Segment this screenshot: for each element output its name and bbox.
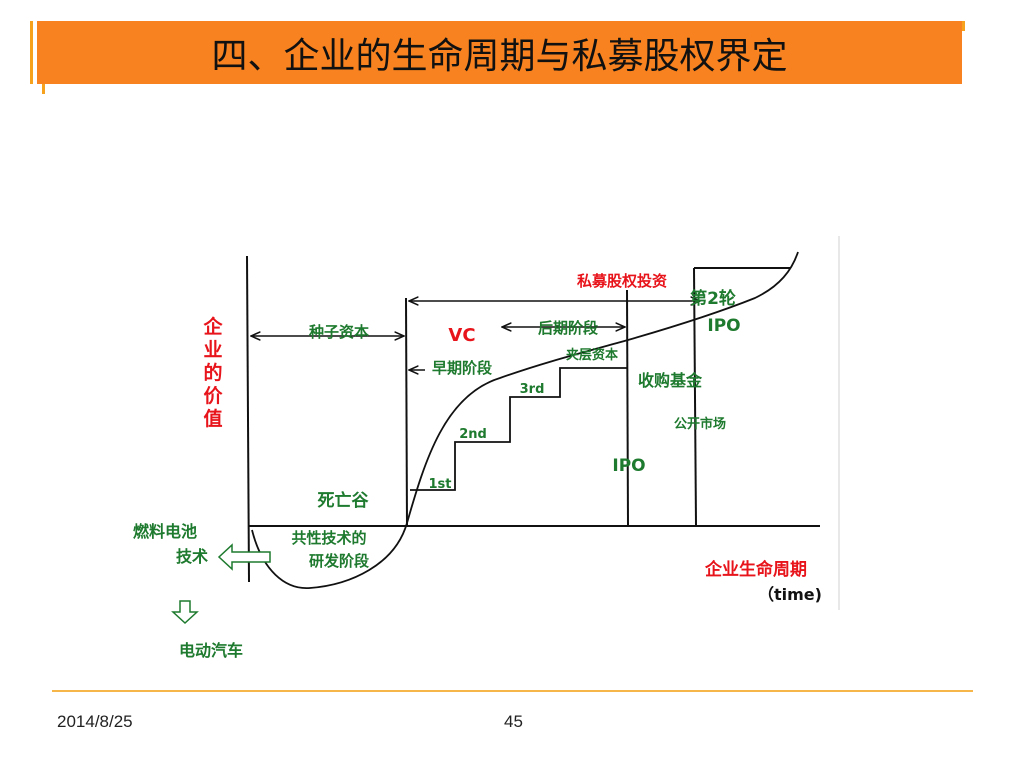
funding-staircase (410, 367, 627, 491)
x-axis-sublabel: （time) (758, 585, 822, 604)
accent-tick-bottom-left (42, 84, 45, 94)
title-bar: 四、企业的生命周期与私募股权界定 (37, 21, 962, 84)
slide-title: 四、企业的生命周期与私募股权界定 (211, 35, 788, 77)
y-axis-char: 企 (202, 315, 223, 338)
pe-label: 私募股权投资 (576, 272, 667, 290)
round-1st-label: 1st (429, 477, 452, 492)
boundary-ipo (626, 289, 629, 527)
hollow-down-arrow-icon (171, 600, 199, 625)
ipo-label: IPO (612, 456, 645, 476)
footer-divider (52, 690, 973, 692)
y-axis (246, 255, 250, 583)
footer-page-number: 45 (504, 712, 523, 731)
lifecycle-curve (251, 251, 799, 589)
y-axis-label: 企 业 的 价 值 (202, 315, 223, 430)
y-axis-char: 业 (203, 339, 222, 361)
accent-tick-top-right (962, 21, 965, 31)
hollow-left-arrow-icon (217, 543, 271, 571)
x-axis-label: 企业生命周期 (704, 559, 807, 580)
fuel-cell-label-line1: 燃料电池 (133, 522, 197, 541)
round-3rd-label: 3rd (520, 382, 545, 397)
y-axis-char: 价 (203, 385, 223, 407)
second-ipo-label-line1: 第2轮 (690, 288, 736, 309)
boundary-vc (405, 297, 408, 528)
mezzanine-label: 夹层资本 (566, 347, 618, 363)
early-stage-label: 早期阶段 (432, 359, 492, 377)
footer-date: 2014/8/25 (57, 712, 133, 731)
common-tech-label-line2: 研发阶段 (309, 552, 369, 570)
boundary-second-ipo (693, 267, 697, 527)
vc-label: VC (448, 325, 475, 346)
death-valley-label: 死亡谷 (318, 490, 370, 511)
second-ipo-label-line2: IPO (707, 316, 740, 336)
electric-vehicle-label: 电动汽车 (179, 641, 243, 660)
accent-tick-top-left (30, 21, 33, 84)
late-stage-label: 后期阶段 (538, 319, 598, 337)
public-market-label: 公开市场 (674, 416, 726, 432)
round-2nd-label: 2nd (459, 427, 487, 442)
y-axis-char: 的 (203, 361, 222, 384)
y-axis-char: 值 (203, 407, 222, 430)
common-tech-label-line1: 共性技术的 (291, 529, 366, 547)
buyout-fund-label: 收购基金 (638, 371, 703, 390)
seed-capital-label: 种子资本 (308, 323, 369, 341)
fuel-cell-label-line2: 技术 (176, 547, 208, 566)
